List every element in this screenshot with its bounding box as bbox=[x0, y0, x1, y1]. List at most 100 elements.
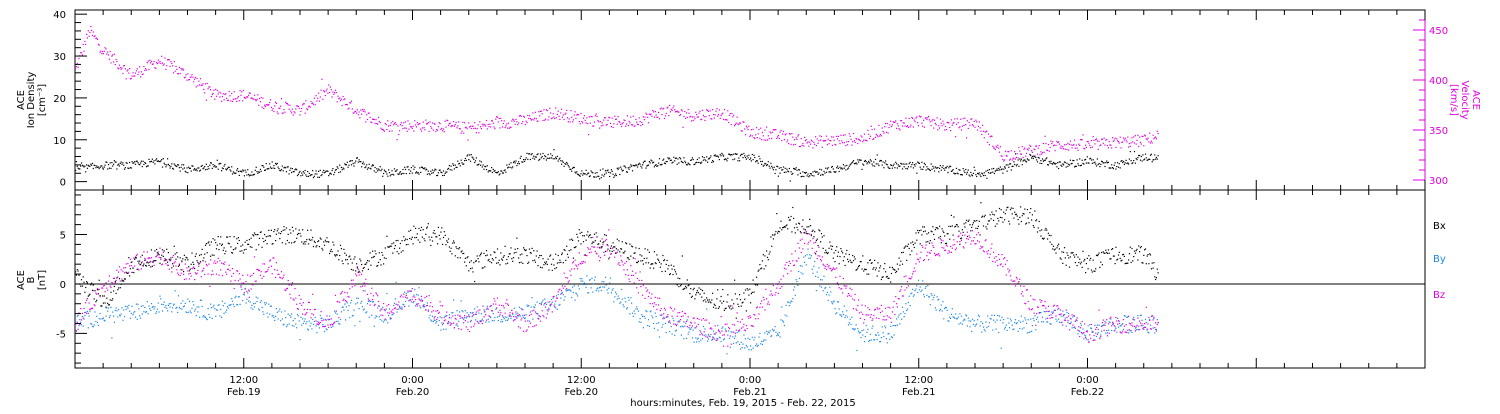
density-series-point bbox=[559, 158, 560, 159]
by-series-point bbox=[1095, 333, 1096, 334]
density-series-point bbox=[767, 164, 768, 165]
by-series-point bbox=[377, 308, 378, 309]
velocity-series-point bbox=[451, 126, 452, 127]
density-series-point bbox=[327, 171, 328, 172]
bz-series-point bbox=[217, 261, 218, 262]
velocity-series-point bbox=[402, 125, 403, 126]
bz-series-point bbox=[251, 288, 252, 289]
density-series-point bbox=[1140, 160, 1141, 161]
by-series-point bbox=[575, 300, 576, 301]
density-series-point bbox=[818, 173, 819, 174]
bz-series-point bbox=[656, 304, 657, 305]
bz-series-point bbox=[531, 314, 532, 315]
by-series-point bbox=[818, 267, 819, 268]
bz-series-point bbox=[551, 303, 552, 304]
by-series-point bbox=[639, 321, 640, 322]
velocity-series-point bbox=[772, 132, 773, 133]
velocity-series-point bbox=[447, 120, 448, 121]
bz-series-point bbox=[710, 327, 711, 328]
by-series-point bbox=[1117, 318, 1118, 319]
by-series-point bbox=[968, 318, 969, 319]
density-series-point bbox=[492, 172, 493, 173]
by-series-point bbox=[931, 295, 932, 296]
by-series-point bbox=[628, 297, 629, 298]
bz-series-point bbox=[315, 309, 316, 310]
by-series-point bbox=[771, 335, 772, 336]
density-series-point bbox=[868, 161, 869, 162]
bz-series-point bbox=[169, 269, 170, 270]
density-series-point bbox=[143, 164, 144, 165]
density-series-point bbox=[334, 172, 335, 173]
by-series-point bbox=[986, 327, 987, 328]
density-series-point bbox=[174, 163, 175, 164]
density-series-point bbox=[922, 169, 923, 170]
density-series-point bbox=[531, 154, 532, 155]
density-series-point bbox=[966, 174, 967, 175]
bz-series-point bbox=[565, 277, 566, 278]
density-series-point bbox=[353, 165, 354, 166]
by-series-point bbox=[818, 277, 819, 278]
density-series-point bbox=[208, 168, 209, 169]
by-series-point bbox=[542, 301, 543, 302]
velocity-series-point bbox=[229, 91, 230, 92]
bz-series-point bbox=[353, 280, 354, 281]
velocity-series-point bbox=[299, 114, 300, 115]
bz-series-point bbox=[956, 248, 957, 249]
velocity-series-point bbox=[569, 121, 570, 122]
by-series-point bbox=[753, 348, 754, 349]
velocity-series-point bbox=[713, 114, 714, 115]
density-series-point bbox=[142, 166, 143, 167]
velocity-series-point bbox=[294, 112, 295, 113]
bz-series-point bbox=[916, 254, 917, 255]
density-series-point bbox=[601, 177, 602, 178]
bz-series-point bbox=[363, 290, 364, 291]
density-series-point bbox=[1032, 156, 1033, 157]
by-series-point bbox=[815, 276, 816, 277]
bz-series-point bbox=[401, 295, 402, 296]
by-series-point bbox=[913, 296, 914, 297]
density-series-point bbox=[1081, 165, 1082, 166]
velocity-series-point bbox=[711, 118, 712, 119]
by-series-point bbox=[1071, 322, 1072, 323]
density-series-point bbox=[181, 164, 182, 165]
by-series-point bbox=[440, 316, 441, 317]
density-series-point bbox=[898, 164, 899, 165]
density-series-point bbox=[620, 167, 621, 168]
by-series-point bbox=[808, 258, 809, 259]
velocity-series-point bbox=[425, 120, 426, 121]
velocity-series-point bbox=[181, 68, 182, 69]
by-series-point bbox=[164, 307, 165, 308]
velocity-series-point bbox=[1143, 145, 1144, 146]
bz-series-point bbox=[775, 294, 776, 295]
velocity-series-point bbox=[663, 108, 664, 109]
density-series-point bbox=[180, 171, 181, 172]
bz-series-point bbox=[116, 270, 117, 271]
bz-series-point bbox=[105, 291, 106, 292]
density-series-point bbox=[550, 153, 551, 154]
bz-series-point bbox=[914, 268, 915, 269]
velocity-series-point bbox=[587, 123, 588, 124]
velocity-series-point bbox=[750, 135, 751, 136]
density-series-point bbox=[1001, 168, 1002, 169]
density-series-point bbox=[182, 168, 183, 169]
density-series-point bbox=[490, 170, 491, 171]
velocity-series-point bbox=[87, 37, 88, 38]
bz-series-point bbox=[441, 317, 442, 318]
velocity-series-point bbox=[968, 128, 969, 129]
velocity-series-point bbox=[797, 135, 798, 136]
bz-series-point bbox=[696, 326, 697, 327]
velocity-series-point bbox=[243, 90, 244, 91]
density-series-point bbox=[558, 161, 559, 162]
bz-series-point bbox=[709, 323, 710, 324]
density-series-point bbox=[786, 169, 787, 170]
bz-series-point bbox=[592, 237, 593, 238]
by-series-point bbox=[188, 312, 189, 313]
bz-series-point bbox=[83, 308, 84, 309]
by-series-point bbox=[996, 329, 997, 330]
velocity-series-point bbox=[1051, 143, 1052, 144]
by-series-point bbox=[699, 330, 700, 331]
by-series-point bbox=[920, 287, 921, 288]
density-series-point bbox=[803, 176, 804, 177]
density-series-point bbox=[336, 169, 337, 170]
density-series-point bbox=[265, 170, 266, 171]
